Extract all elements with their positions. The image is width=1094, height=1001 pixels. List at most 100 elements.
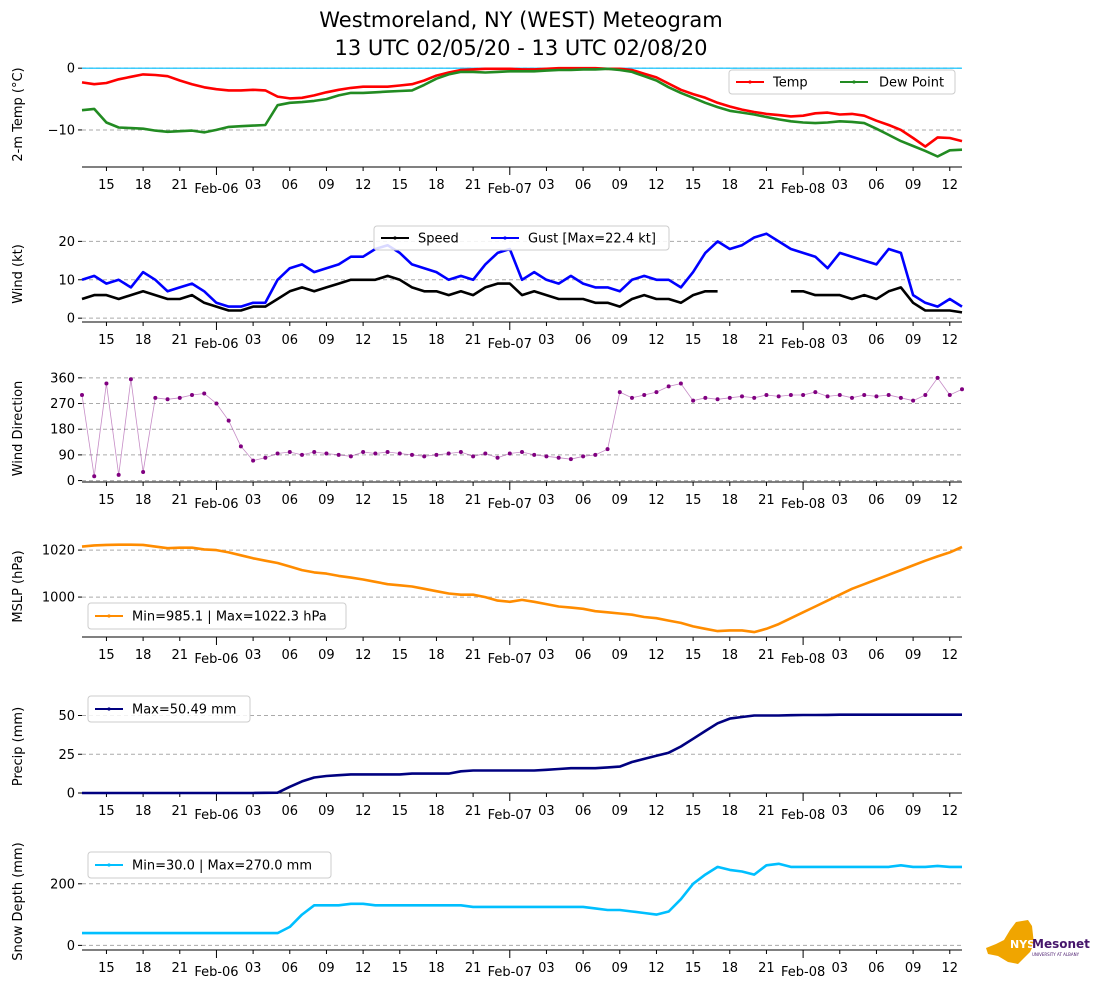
y-axis-label: Snow Depth (mm) bbox=[11, 842, 26, 960]
x-tick-label: 06 bbox=[575, 333, 592, 348]
data-point bbox=[373, 451, 378, 456]
legend-marker bbox=[503, 236, 507, 240]
data-point bbox=[263, 455, 268, 460]
x-tick-label: 12 bbox=[648, 961, 665, 976]
x-tick-label: 03 bbox=[245, 804, 262, 819]
y-tick-label: 50 bbox=[58, 709, 75, 724]
x-day-label: Feb-06 bbox=[194, 965, 238, 980]
x-tick-label: 21 bbox=[465, 493, 482, 508]
y-tick-label: 0 bbox=[67, 312, 75, 327]
x-tick-label: 06 bbox=[868, 333, 885, 348]
data-point bbox=[556, 455, 561, 460]
series-line-gust bbox=[81, 232, 963, 308]
x-tick-label: 06 bbox=[575, 648, 592, 663]
x-day-label: Feb-07 bbox=[488, 808, 532, 823]
x-tick-label: 15 bbox=[392, 804, 409, 819]
x-tick-label: 12 bbox=[648, 333, 665, 348]
y-tick-label: 25 bbox=[58, 748, 75, 763]
x-tick-label: 21 bbox=[758, 961, 775, 976]
y-tick-label: 90 bbox=[58, 448, 75, 463]
data-point bbox=[251, 458, 256, 463]
legend-label-temp: Temp bbox=[772, 76, 808, 91]
data-point bbox=[226, 418, 231, 423]
data-point bbox=[507, 451, 512, 456]
panel-temp: 0 −10 15 18 21 03 06 09 12 15 18 21 03 06 09 12 15 18 21 03… bbox=[11, 62, 963, 197]
data-point bbox=[776, 394, 781, 399]
legend-box bbox=[87, 602, 347, 630]
x-tick-label: 09 bbox=[612, 961, 629, 976]
chart-title-line1: Westmoreland, NY (WEST) Meteogram bbox=[319, 8, 723, 32]
data-point bbox=[410, 452, 414, 457]
data-point bbox=[837, 392, 842, 397]
legend-marker bbox=[107, 863, 111, 867]
x-tick-label: 18 bbox=[135, 648, 152, 663]
legend-label-precip: Max=50.49 mm bbox=[132, 703, 236, 718]
data-point bbox=[788, 392, 793, 397]
x-tick-label: 09 bbox=[318, 804, 335, 819]
x-tick-label: 03 bbox=[832, 333, 849, 348]
data-point bbox=[275, 451, 280, 456]
x-tick-label: 15 bbox=[685, 648, 702, 663]
x-tick-label: 03 bbox=[538, 961, 555, 976]
data-point bbox=[116, 472, 121, 477]
data-point bbox=[727, 395, 732, 400]
series-line-speed bbox=[81, 274, 963, 314]
panel-snow: 0 200 15 18 21 03 06 09 12 15 18 21 03 06 09 12 15 18 21 03… bbox=[11, 842, 962, 980]
data-point bbox=[422, 454, 427, 459]
x-tick-label: 21 bbox=[758, 648, 775, 663]
x-tick-label: 12 bbox=[942, 648, 959, 663]
data-point bbox=[740, 394, 744, 399]
x-tick-label: 06 bbox=[868, 178, 885, 193]
data-point bbox=[385, 450, 390, 455]
x-tick-label: 15 bbox=[98, 648, 115, 663]
y-tick-label: 0 bbox=[67, 787, 75, 802]
x-tick-label: 21 bbox=[172, 493, 189, 508]
x-tick-label: 03 bbox=[538, 178, 555, 193]
x-tick-label: 18 bbox=[428, 804, 445, 819]
data-point bbox=[153, 395, 158, 400]
x-tick-label: 15 bbox=[392, 178, 409, 193]
x-tick-label: 15 bbox=[392, 493, 409, 508]
x-tick-label: 03 bbox=[832, 493, 849, 508]
x-tick-label: 06 bbox=[575, 178, 592, 193]
x-tick-label: 15 bbox=[98, 493, 115, 508]
data-point bbox=[336, 452, 341, 457]
legend: Min=30.0 | Max=270.0 mm bbox=[87, 851, 332, 879]
series-line-dewpoint bbox=[81, 67, 963, 158]
x-day-label: Feb-07 bbox=[488, 497, 532, 512]
y-tick-label: 1000 bbox=[42, 591, 75, 606]
data-point bbox=[520, 450, 524, 455]
x-tick-label: 09 bbox=[905, 648, 922, 663]
data-point bbox=[312, 450, 317, 455]
data-point bbox=[581, 454, 586, 459]
data-point bbox=[923, 392, 928, 397]
data-point bbox=[593, 452, 598, 457]
x-tick-label: 18 bbox=[722, 333, 739, 348]
x-tick-label: 06 bbox=[575, 961, 592, 976]
data-point bbox=[397, 451, 402, 456]
x-tick-label: 12 bbox=[355, 804, 372, 819]
data-point bbox=[764, 392, 769, 397]
x-tick-label: 18 bbox=[428, 493, 445, 508]
x-tick-label: 06 bbox=[868, 493, 885, 508]
x-day-label: Feb-07 bbox=[488, 965, 532, 980]
x-day-label: Feb-07 bbox=[488, 182, 532, 197]
x-tick-label: 15 bbox=[685, 493, 702, 508]
data-point bbox=[825, 394, 830, 399]
data-point bbox=[874, 394, 879, 399]
data-point bbox=[544, 454, 549, 459]
data-point bbox=[483, 451, 488, 456]
y-tick-label: 180 bbox=[50, 423, 75, 438]
data-point bbox=[324, 451, 329, 456]
data-point bbox=[495, 455, 500, 460]
x-tick-label: 12 bbox=[942, 333, 959, 348]
x-tick-label: 21 bbox=[758, 178, 775, 193]
panel-wind: 0 10 20 15 18 21 03 06 09 12 15 18 21 03 06 09 12 15 18 21 0… bbox=[11, 225, 963, 352]
x-tick-label: 06 bbox=[868, 961, 885, 976]
series-line-snow bbox=[82, 862, 962, 935]
x-tick-label: 03 bbox=[538, 493, 555, 508]
panel-mslp: 1000 1020 15 18 21 03 06 09 12 15 18 21 03 06 09 12 15 18… bbox=[11, 543, 963, 667]
x-tick-label: 18 bbox=[428, 648, 445, 663]
x-tick-label: 09 bbox=[318, 178, 335, 193]
